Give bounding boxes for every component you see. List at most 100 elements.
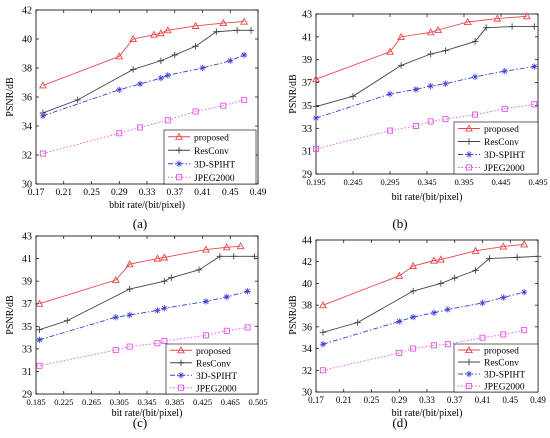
data-point-resconv [437,280,445,287]
x-tick-label: 0.45 [222,188,239,198]
chart-panel-1: 0.17 0.21 0.25 0.29 0.33 0.37 0.41 0.45 0.49 30 32… [5,6,267,232]
y-axis-label: PSNR/dB [288,295,299,335]
legend-marker-3d-spiht [465,151,473,158]
data-point-jpeg2000 [427,118,434,125]
data-point-jpeg2000 [386,127,394,134]
y-tick-label: 30 [22,180,32,191]
legend-box [165,343,259,395]
chart-panel-4: 0.17 0.21 0.25 0.29 0.33 0.37 0.41 0.45 0.49 30 32… [288,236,546,431]
data-point-resconv [486,255,493,262]
series-3d-spiht [312,63,538,122]
panel-label: (d) [392,415,407,430]
data-point-jpeg2000 [500,331,507,338]
data-point-resconv [36,326,43,333]
series-line-3d-spiht [42,54,245,117]
legend-label-proposed: proposed [194,133,229,143]
data-point-jpeg2000 [319,367,326,374]
data-point-proposed [160,253,169,261]
data-point-resconv [534,253,542,260]
data-point-3d-spiht [223,293,230,301]
data-point-resconv [74,96,81,104]
x-tick-label: 0.345 [137,397,156,407]
data-point-jpeg2000 [501,105,508,112]
y-axis-label: PSNR/dB [5,295,16,335]
data-point-resconv [192,43,199,50]
series-line-proposed [322,243,525,306]
y-tick-label: 35 [302,101,312,112]
series-3d-spiht [39,51,248,120]
data-point-proposed [429,256,438,264]
data-point-3d-spiht [501,67,508,75]
data-point-3d-spiht [444,306,452,313]
data-point-resconv [233,27,241,34]
legend-label-jpeg2000: JPEG2000 [194,174,235,184]
legend-label-resconv: ResConv [484,138,519,148]
data-point-proposed [426,28,435,36]
data-point-3d-spiht [396,318,403,325]
data-point-proposed [395,271,404,279]
x-tick-label: 0.495 [528,177,547,187]
chart-panel-3: 0.185 0.225 0.265 0.305 0.345 0.385 0.425 0.465… [5,232,268,431]
x-axis-label: bit rate/(bit/pixel) [392,408,463,419]
x-axis-label: bit rate/(bit/pixel) [392,192,463,203]
data-point-jpeg2000 [312,145,320,152]
data-point-jpeg2000 [164,117,171,124]
series-line-jpeg2000 [315,103,535,150]
data-point-proposed [409,261,418,270]
legend-label-proposed: proposed [484,125,519,135]
data-point-jpeg2000 [39,150,46,157]
data-point-jpeg2000 [396,349,403,356]
x-axis-label: bit rate/(bit/pixel) [112,408,183,419]
series-proposed [38,17,249,89]
y-tick-label: 43 [22,232,32,243]
data-point-proposed [35,299,44,307]
legend-label-resconv: ResConv [194,147,229,157]
data-point-jpeg2000 [36,362,43,369]
data-point-jpeg2000 [223,327,230,334]
data-point-proposed [434,25,443,34]
legend-label-3d-spiht: 3D-SPIHT [196,372,237,382]
data-point-proposed [115,52,124,60]
data-point-3d-spiht [154,307,161,314]
legend-label-jpeg2000: JPEG2000 [196,384,237,394]
series-3d-spiht [319,288,528,348]
data-point-jpeg2000 [444,341,451,348]
data-point-proposed [129,34,138,43]
data-point-proposed [386,47,394,55]
data-point-resconv [230,253,237,260]
data-point-resconv [251,253,258,260]
data-point-3d-spiht [227,57,234,64]
x-tick-label: 0.195 [306,177,325,187]
data-point-resconv [157,57,165,64]
series-3d-spiht [36,288,251,344]
data-point-3d-spiht [164,72,172,79]
data-point-jpeg2000 [241,96,248,103]
data-point-proposed [125,260,134,268]
x-tick-label: 0.33 [139,188,156,198]
x-tick-label: 0.395 [454,177,473,187]
legend-marker-resconv [175,147,183,154]
y-tick-label: 32 [22,151,32,162]
legend: proposed ResConv 3D-SPIHT JPEG2000 [453,121,539,175]
data-point-3d-spiht [531,63,538,70]
data-point-resconv [471,38,479,45]
data-point-resconv [442,47,449,54]
data-point-proposed [111,275,120,284]
data-point-3d-spiht [39,112,47,120]
data-point-proposed [463,17,472,26]
data-point-proposed [38,81,47,89]
legend-marker-3d-spiht [465,370,473,378]
data-point-jpeg2000 [116,130,123,137]
data-point-jpeg2000 [442,116,449,123]
y-tick-label: 41 [22,254,32,265]
data-point-3d-spiht [126,311,133,319]
data-point-proposed [219,18,228,27]
x-tick-label: 0.245 [343,177,362,187]
x-tick-label: 0.25 [83,188,100,198]
x-tick-label: 0.17 [308,395,324,405]
data-point-3d-spiht [479,299,486,307]
data-point-proposed [149,30,158,38]
series-jpeg2000 [312,101,538,152]
series-line-resconv [322,255,539,333]
